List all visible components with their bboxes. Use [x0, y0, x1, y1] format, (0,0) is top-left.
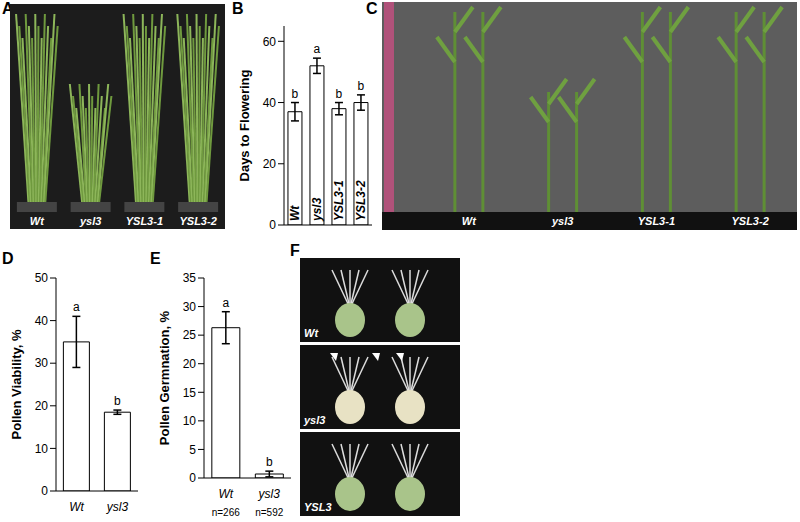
- svg-text:Wt: Wt: [30, 215, 45, 227]
- svg-text:20: 20: [35, 399, 49, 413]
- html-text:F: F: [290, 242, 300, 259]
- svg-text:ysl3: ysl3: [106, 500, 129, 514]
- svg-text:ysl3: ysl3: [258, 487, 281, 501]
- svg-text:ysl3: ysl3: [310, 197, 324, 222]
- svg-text:n=266: n=266: [212, 507, 241, 518]
- svg-text:Wt: Wt: [218, 487, 233, 501]
- svg-text:YSL3-1: YSL3-1: [638, 215, 675, 227]
- svg-text:YSL3: YSL3: [304, 501, 332, 513]
- svg-text:b: b: [292, 87, 299, 101]
- svg-text:Days to Flowering: Days to Flowering: [237, 69, 252, 181]
- svg-text:40: 40: [263, 96, 277, 110]
- svg-text:Pollen Viability, %: Pollen Viability, %: [9, 329, 24, 439]
- html-text:A: A: [2, 0, 14, 17]
- svg-text:5: 5: [189, 443, 196, 457]
- svg-text:n=592: n=592: [255, 507, 284, 518]
- svg-text:b: b: [114, 394, 121, 408]
- svg-text:a: a: [314, 42, 321, 56]
- svg-text:YSL3-2: YSL3-2: [179, 215, 216, 227]
- svg-text:Wt: Wt: [69, 500, 84, 514]
- svg-text:40: 40: [35, 314, 49, 328]
- html-text:B: B: [232, 0, 244, 17]
- svg-text:Wt: Wt: [288, 205, 302, 221]
- html-text:E: E: [150, 250, 161, 267]
- svg-text:YSL3-2: YSL3-2: [354, 180, 368, 221]
- svg-text:Wt: Wt: [304, 327, 319, 339]
- svg-text:ysl3: ysl3: [551, 215, 573, 227]
- svg-text:10: 10: [183, 414, 197, 428]
- svg-text:0: 0: [189, 471, 196, 485]
- svg-text:YSL3-2: YSL3-2: [731, 215, 768, 227]
- svg-text:b: b: [266, 455, 273, 469]
- svg-text:ysl3: ysl3: [79, 215, 101, 227]
- html-text:C: C: [366, 0, 378, 17]
- svg-text:0: 0: [269, 218, 276, 232]
- svg-text:a: a: [222, 296, 229, 310]
- svg-text:60: 60: [263, 35, 277, 49]
- svg-text:a: a: [73, 300, 80, 314]
- svg-text:10: 10: [35, 442, 49, 456]
- svg-text:ysl3: ysl3: [303, 414, 325, 426]
- svg-text:15: 15: [183, 386, 197, 400]
- svg-text:Pollen Germnation, %: Pollen Germnation, %: [157, 310, 172, 445]
- svg-text:0: 0: [41, 484, 48, 498]
- svg-text:30: 30: [183, 300, 197, 314]
- svg-text:30: 30: [35, 356, 49, 370]
- svg-text:b: b: [358, 79, 365, 93]
- svg-text:YSL3-1: YSL3-1: [332, 180, 346, 221]
- html-text:D: D: [2, 250, 14, 267]
- svg-text:20: 20: [183, 357, 197, 371]
- svg-text:b: b: [336, 87, 343, 101]
- svg-text:35: 35: [183, 271, 197, 285]
- svg-text:50: 50: [35, 271, 49, 285]
- svg-text:YSL3-1: YSL3-1: [126, 215, 163, 227]
- svg-text:25: 25: [183, 328, 197, 342]
- svg-text:Wt: Wt: [462, 215, 477, 227]
- svg-text:20: 20: [263, 157, 277, 171]
